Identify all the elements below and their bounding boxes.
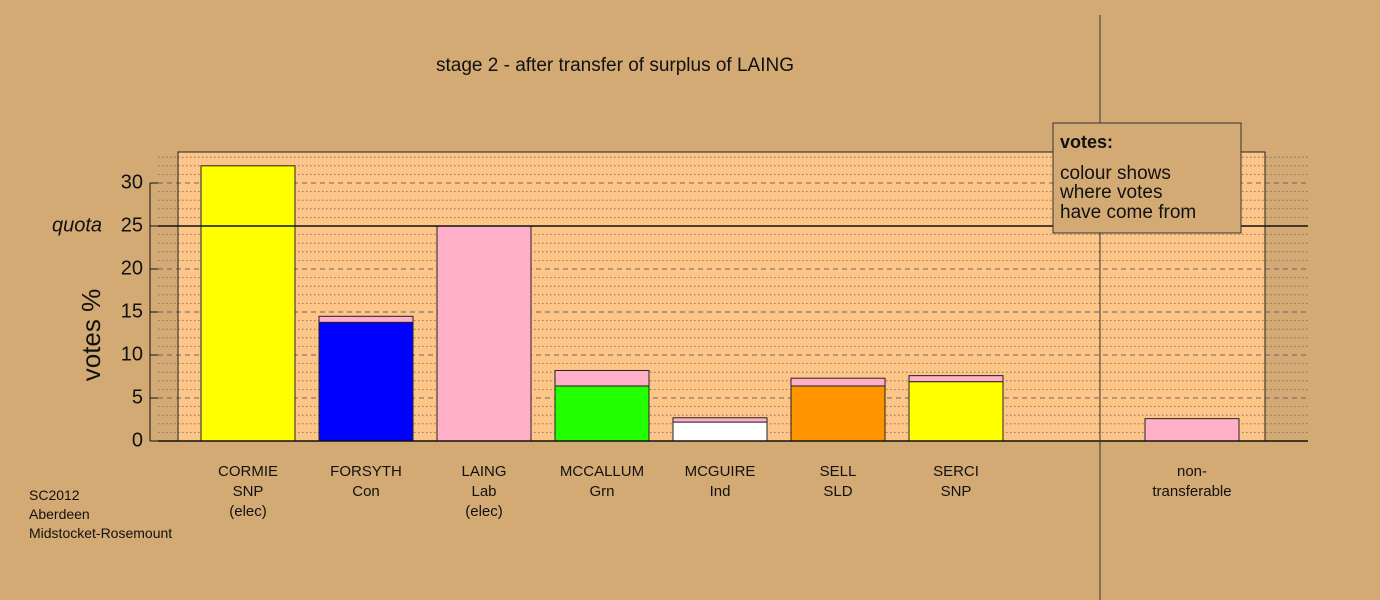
bar-segment: [672, 421, 768, 442]
bar-segment: [318, 315, 414, 323]
bar-segment: [790, 385, 886, 442]
x-tick-label: CORMIE: [218, 463, 278, 480]
bar-segment: [790, 377, 886, 387]
x-tick-label: LAING: [461, 463, 506, 480]
x-tick-label: FORSYTH: [330, 463, 402, 480]
y-axis: 0 5 10 15 20 25 30: [121, 171, 158, 451]
y-axis-label: votes %: [76, 289, 106, 382]
legend-title: votes:: [1060, 132, 1113, 152]
x-tick-label: Con: [352, 483, 380, 500]
y-tick-label: 15: [121, 300, 143, 322]
bar-segment: [554, 385, 650, 442]
legend-line-1: colour shows: [1060, 163, 1171, 184]
bars: [200, 165, 1240, 442]
bar-segment: [908, 375, 1004, 383]
legend: votes: colour shows where votes have com…: [1052, 122, 1242, 234]
y-tick-label: 0: [132, 429, 143, 451]
y-tick-label: 20: [121, 257, 143, 279]
x-tick-label: SNP: [233, 483, 264, 500]
x-tick-label: MCGUIRE: [685, 463, 756, 480]
x-tick-label: (elec): [465, 503, 503, 520]
bar-segment: [1144, 418, 1240, 442]
footnote-line-1: SC2012: [29, 487, 80, 503]
x-tick-label: MCCALLUM: [560, 463, 644, 480]
x-tick-label: SNP: [941, 483, 972, 500]
footnote: SC2012 Aberdeen Midstocket-Rosemount: [29, 487, 172, 541]
x-tick-label: SELL: [820, 463, 857, 480]
bar-segment: [554, 369, 650, 387]
y-tick-label: 5: [132, 386, 143, 408]
footnote-line-2: Aberdeen: [29, 506, 90, 522]
legend-line-2: where votes: [1059, 182, 1162, 203]
quota-label: quota: [52, 214, 102, 236]
chart-title: stage 2 - after transfer of surplus of L…: [436, 55, 794, 76]
footnote-line-3: Midstocket-Rosemount: [29, 525, 172, 541]
legend-line-3: have come from: [1060, 202, 1196, 223]
y-tick-label: 25: [121, 214, 143, 236]
bar-segment: [318, 321, 414, 442]
x-tick-label: SERCI: [933, 463, 979, 480]
bar-segment: [672, 417, 768, 423]
bar-segment: [436, 225, 532, 442]
y-tick-label: 30: [121, 171, 143, 193]
x-tick-label: Ind: [710, 483, 731, 500]
x-tick-label: transferable: [1152, 483, 1231, 500]
bar-segment: [908, 381, 1004, 442]
y-tick-label: 10: [121, 343, 143, 365]
x-tick-label: non-: [1177, 463, 1207, 480]
bar-segment: [200, 165, 296, 442]
x-tick-label: Lab: [471, 483, 496, 500]
x-tick-label: SLD: [823, 483, 852, 500]
x-tick-label: (elec): [229, 503, 267, 520]
legend-box: [1052, 122, 1242, 234]
x-tick-label: Grn: [589, 483, 614, 500]
x-axis-labels: CORMIE SNP (elec) FORSYTH Con LAING Lab (elec) M…: [218, 463, 1232, 520]
